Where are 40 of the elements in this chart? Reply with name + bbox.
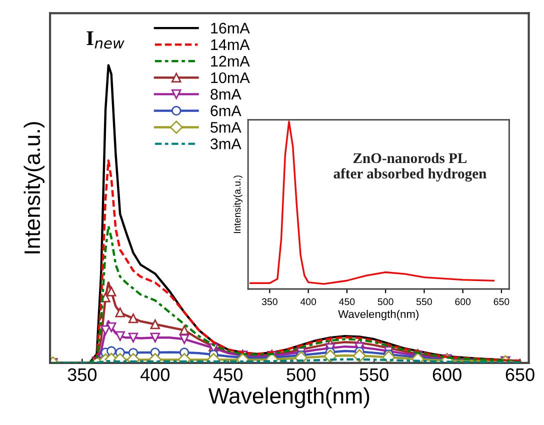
legend-label: 6mA [210,105,242,116]
x-tick-label: 600 [432,368,462,382]
point [128,313,138,324]
text: I$_{new}$ [86,31,124,49]
x-tick-label: 500 [286,368,316,382]
x-axis-title: Wavelength(nm) [338,310,418,320]
legend-label: 12mA [211,56,250,66]
point [150,319,160,330]
legend-label: 5mA [210,122,242,133]
y-axis-title: Intensity(a.u.) [24,122,44,254]
point [179,325,190,336]
point [128,332,138,343]
x-tick-label: 400 [140,368,170,382]
x-tick-label: 450 [339,298,355,306]
legend-label: 10mA [211,72,250,84]
annotation: ZnO-nanorods PL after absorbed hydrogen [334,152,486,182]
point [382,350,396,363]
x-tick-label: 550 [416,298,432,306]
x-tick-label: 350 [262,298,278,306]
x-tick-label: 650 [506,368,534,382]
legend-label: 16mA [211,22,250,34]
point [179,334,190,344]
x-tick-label: 500 [378,298,394,306]
legend-label: 8mA [210,88,242,100]
point [115,307,125,318]
legend-label: 3mA [210,138,242,150]
point [100,325,110,336]
legend-label: 14mA [211,39,250,50]
x-axis-title: Wavelength(nm) [208,387,370,408]
point [115,331,125,342]
x-tick-label: 450 [213,368,242,382]
point [150,332,160,343]
x-tick-label: 600 [455,298,471,306]
y-axis-title: Intensity(a.u.) [233,176,243,233]
x-tick-label: 350 [68,368,97,382]
x-tick-label: 550 [360,368,388,382]
point [106,286,116,296]
x-tick-label: 650 [494,298,510,306]
point [106,322,116,332]
x-tick-label: 400 [300,298,316,306]
